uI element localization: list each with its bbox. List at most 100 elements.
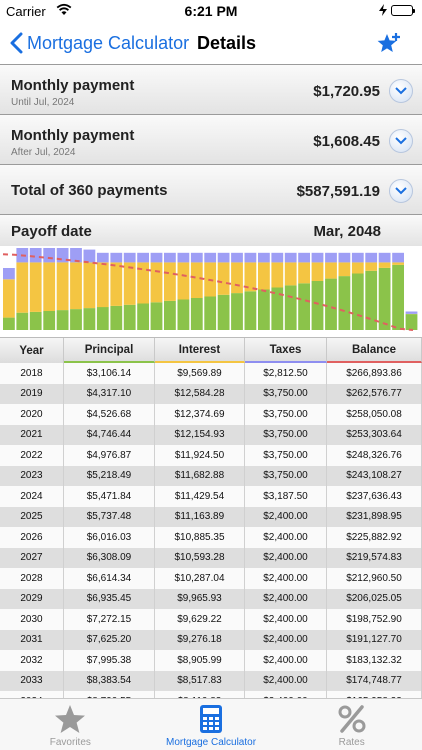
interest-cell: $8,517.83 [155, 670, 245, 691]
status-bar: Carrier 6:21 PM [0, 0, 422, 22]
taxes-bar [311, 252, 324, 263]
carrier-label: Carrier [6, 4, 46, 19]
principal-cell: $7,272.15 [64, 609, 155, 630]
principal-cell: $6,614.34 [64, 568, 155, 589]
column-header-balance: Balance [327, 338, 422, 363]
interest-cell: $9,276.18 [155, 629, 245, 650]
interest-bar [190, 262, 203, 298]
monthly-payment-label: Monthly payment [11, 77, 135, 94]
principal-bar [70, 309, 82, 330]
calculator-icon [199, 704, 223, 739]
interest-bar [392, 262, 404, 265]
monthly-payment-row-2: Monthly payment After Jul, 2024 $1,608.4… [0, 114, 422, 164]
table-row[interactable]: 2029 $6,935.45 $9,965.93 $2,400.00 $206,025.… [0, 588, 422, 609]
tab-rates[interactable]: Rates [281, 699, 422, 750]
expand-monthly-payment-2-button[interactable] [389, 129, 413, 153]
table-row[interactable]: 2021 $4,746.44 $12,154.93 $3,750.00 $253,303… [0, 424, 422, 445]
interest-cell: $11,682.88 [155, 465, 245, 486]
taxes-cell: $3,750.00 [245, 404, 327, 425]
table-row[interactable]: 2023 $5,218.49 $11,682.88 $3,750.00 $243,108… [0, 465, 422, 486]
principal-bar [29, 311, 42, 330]
interest-bar [110, 262, 123, 306]
year-cell: 2025 [0, 506, 64, 527]
taxes-cell: $3,750.00 [245, 445, 327, 466]
interest-bar [3, 279, 15, 318]
interest-cell: $11,924.50 [155, 445, 245, 466]
taxes-cell: $2,400.00 [245, 506, 327, 527]
table-row[interactable]: 2019 $4,317.10 $12,584.28 $3,750.00 $262,576… [0, 383, 422, 404]
principal-bar [351, 273, 364, 330]
tab-mortgage-calculator[interactable]: Mortgage Calculator [141, 699, 282, 750]
interest-cell: $8,905.99 [155, 650, 245, 671]
taxes-bar [351, 252, 364, 263]
expand-total-payments-button[interactable] [389, 179, 413, 203]
amortization-table[interactable]: 2018 $3,106.14 $9,569.89 $2,812.50 $266,893.… [0, 363, 422, 698]
interest-bar [177, 262, 190, 300]
table-row[interactable]: 2031 $7,625.20 $9,276.18 $2,400.00 $191,127.… [0, 629, 422, 650]
taxes-bar [284, 252, 297, 263]
monthly-payment-value: $1,720.95 [313, 83, 380, 100]
principal-cell: $4,976.87 [64, 445, 155, 466]
principal-cell: $4,746.44 [64, 424, 155, 445]
alarm-icon [378, 4, 388, 19]
taxes-bar [70, 248, 82, 263]
balance-cell: $248,326.76 [327, 445, 422, 466]
total-payments-row: Total of 360 payments $587,591.19 [0, 164, 422, 214]
taxes-cell: $2,812.50 [245, 363, 327, 384]
taxes-cell: $2,400.00 [245, 547, 327, 568]
tab-label: Rates [338, 737, 365, 748]
back-button[interactable]: Mortgage Calculator [10, 30, 189, 56]
wifi-icon [56, 3, 72, 19]
taxes-cell: $3,187.50 [245, 486, 327, 507]
interest-bar [96, 262, 109, 308]
table-row[interactable]: 2026 $6,016.03 $10,885.35 $2,400.00 $225,882… [0, 527, 422, 548]
balance-cell: $198,752.90 [327, 609, 422, 630]
principal-cell: $8,790.55 [64, 691, 155, 698]
principal-bar [123, 304, 136, 330]
interest-bar [150, 262, 163, 303]
principal-bar [110, 305, 123, 330]
principal-bar [325, 278, 337, 330]
table-row[interactable]: 2027 $6,308.09 $10,593.28 $2,400.00 $219,574… [0, 547, 422, 568]
taxes-bar [137, 252, 149, 263]
table-row[interactable]: 2028 $6,614.34 $10,287.04 $2,400.00 $212,960… [0, 568, 422, 589]
table-row[interactable]: 2025 $5,737.48 $11,163.89 $2,400.00 $231,898… [0, 506, 422, 527]
table-row[interactable]: 2030 $7,272.15 $9,629.22 $2,400.00 $198,752.… [0, 609, 422, 630]
monthly-payment-row-1: Monthly payment Until Jul, 2024 $1,720.9… [0, 64, 422, 114]
column-header-year: Year [0, 338, 64, 363]
monthly-payment-period: Until Jul, 2024 [11, 97, 75, 108]
balance-cell: $219,574.83 [327, 547, 422, 568]
total-payments-value: $587,591.19 [296, 183, 380, 200]
interest-bar [258, 262, 270, 290]
table-row[interactable]: 2034$8,790.55$8,110.83$2,400.00$165,958.… [0, 691, 422, 698]
principal-bar [164, 300, 176, 330]
principal-bar [83, 308, 96, 330]
interest-bar [16, 262, 29, 313]
add-favorite-button[interactable] [376, 32, 402, 61]
year-cell: 2030 [0, 609, 64, 630]
balance-cell: $231,898.95 [327, 506, 422, 527]
balance-cell: $225,882.92 [327, 527, 422, 548]
expand-monthly-payment-1-button[interactable] [389, 79, 413, 103]
tab-favorites[interactable]: Favorites [0, 699, 141, 750]
principal-bar [217, 294, 230, 330]
table-row[interactable]: 2018 $3,106.14 $9,569.89 $2,812.50 $266,893.… [0, 363, 422, 384]
year-cell: 2019 [0, 383, 64, 404]
principal-bar [244, 291, 257, 330]
taxes-bar [217, 252, 230, 263]
table-row[interactable]: 2032 $7,995.38 $8,905.99 $2,400.00 $183,132.… [0, 650, 422, 671]
table-row[interactable]: 2022 $4,976.87 $11,924.50 $3,750.00 $248,326… [0, 445, 422, 466]
principal-bar [3, 317, 15, 330]
interest-cell: $10,885.35 [155, 527, 245, 548]
table-row[interactable]: 2024 $5,471.84 $11,429.54 $3,187.50 $237,636… [0, 486, 422, 507]
principal-bar [231, 293, 243, 330]
taxes-bar [365, 252, 378, 263]
year-cell: 2034 [0, 691, 64, 698]
taxes-cell: $2,400.00 [245, 629, 327, 650]
principal-bar [298, 283, 310, 330]
principal-cell: $6,308.09 [64, 547, 155, 568]
table-row[interactable]: 2033 $8,383.54 $8,517.83 $2,400.00 $174,748.… [0, 670, 422, 691]
principal-cell: $6,016.03 [64, 527, 155, 548]
interest-bar [338, 262, 351, 277]
table-row[interactable]: 2020 $4,526.68 $12,374.69 $3,750.00 $258,050… [0, 404, 422, 425]
